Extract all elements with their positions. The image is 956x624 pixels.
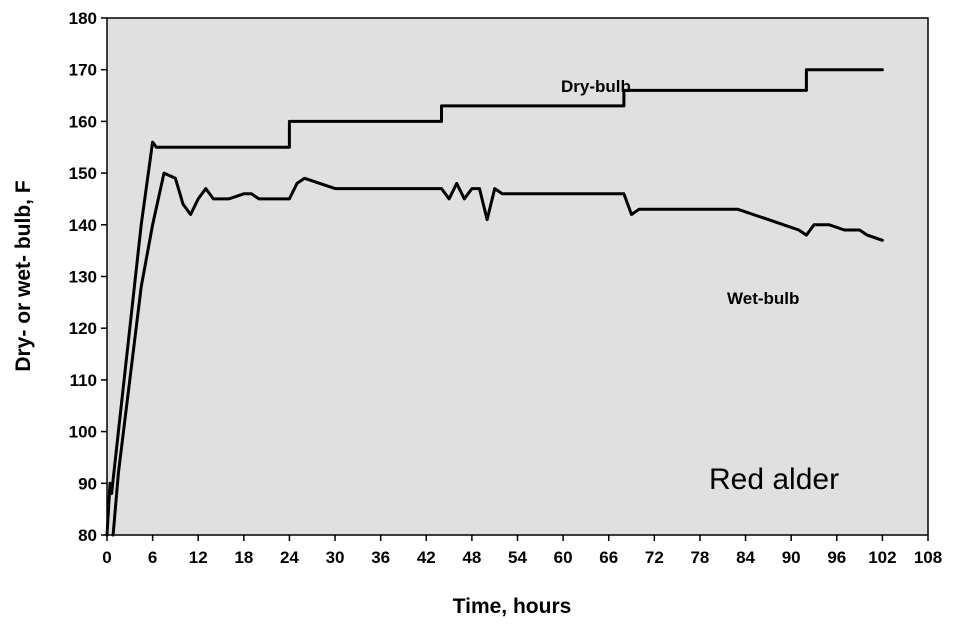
dry-bulb-line <box>105 68 884 537</box>
x-tick-label: 18 <box>234 548 253 567</box>
x-tick-label: 54 <box>508 548 527 567</box>
x-tick-label: 42 <box>417 548 436 567</box>
y-tick-label: 120 <box>69 319 97 338</box>
x-tick-label: 12 <box>189 548 208 567</box>
x-axis: 0 6 12 18 24 30 36 42 48 54 60 66 72 78 84 90 96 102 108 <box>102 535 942 567</box>
x-tick-label: 108 <box>914 548 942 567</box>
x-tick-label: 72 <box>645 548 664 567</box>
x-tick-label: 90 <box>782 548 801 567</box>
x-tick-label: 78 <box>690 548 709 567</box>
dry-bulb-label: Dry-bulb <box>561 77 631 96</box>
y-tick-label: 80 <box>78 526 97 545</box>
x-tick-label: 24 <box>280 548 299 567</box>
y-axis-title: Dry- or wet- bulb, F <box>12 180 35 372</box>
x-tick-label: 48 <box>462 548 481 567</box>
y-tick-label: 180 <box>69 9 97 28</box>
y-tick-label: 140 <box>69 216 97 235</box>
x-tick-label: 60 <box>554 548 573 567</box>
series-layer <box>105 68 884 537</box>
chart-annotation: Red alder <box>709 463 839 496</box>
y-tick-label: 130 <box>69 268 97 287</box>
y-tick-label: 170 <box>69 61 97 80</box>
x-tick-label: 30 <box>326 548 345 567</box>
x-tick-label: 66 <box>599 548 618 567</box>
x-tick-label: 102 <box>868 548 896 567</box>
x-tick-label: 0 <box>102 548 111 567</box>
wet-bulb-label: Wet-bulb <box>727 289 799 308</box>
y-tick-label: 160 <box>69 112 97 131</box>
y-tick-label: 110 <box>70 371 97 390</box>
plot-area <box>106 17 929 536</box>
x-tick-label: 96 <box>827 548 846 567</box>
y-tick-label: 150 <box>69 164 97 183</box>
x-tick-label: 36 <box>371 548 390 567</box>
y-tick-label: 100 <box>69 423 97 442</box>
x-axis-title: Time, hours <box>453 595 572 618</box>
y-axis: 80 90 100 110 120 130 140 150 160 170 180 <box>69 9 107 545</box>
x-tick-label: 84 <box>736 548 755 567</box>
x-tick-label: 6 <box>148 548 157 567</box>
wet-bulb-line <box>111 171 884 537</box>
y-tick-label: 90 <box>78 474 97 493</box>
